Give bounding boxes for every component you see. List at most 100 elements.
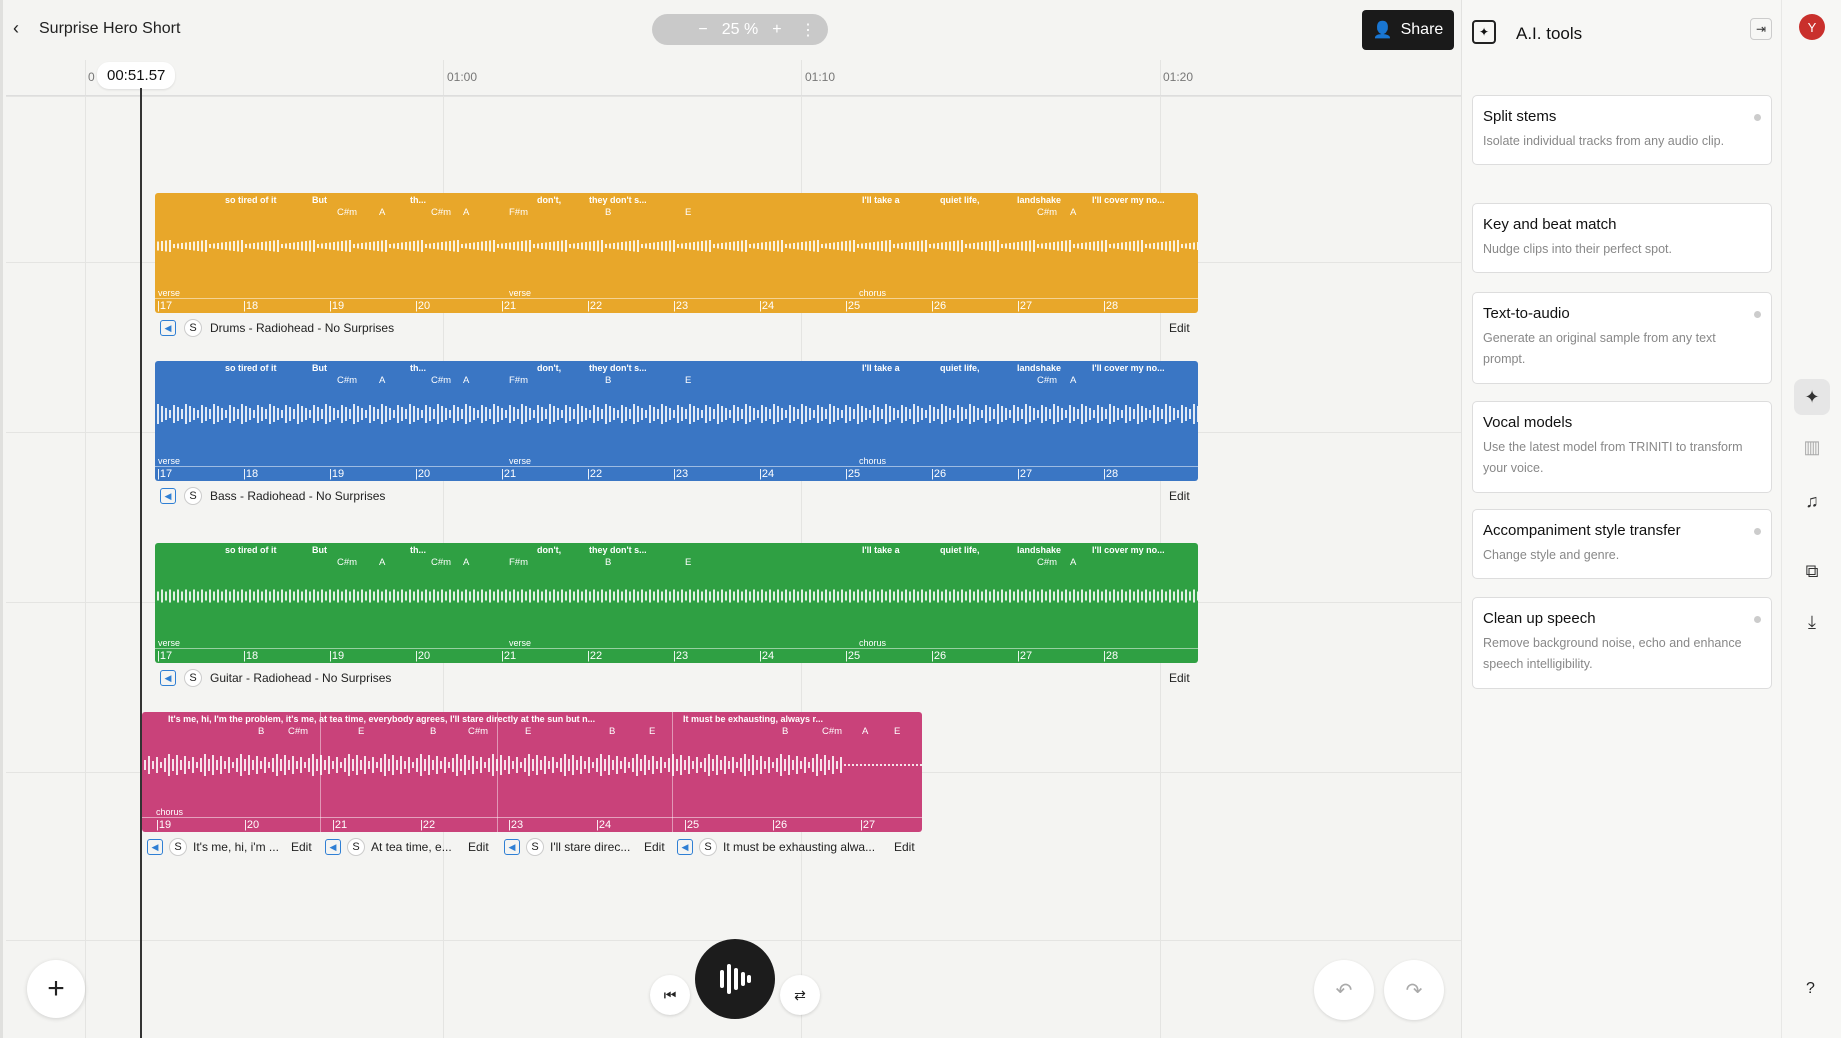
audio-clip[interactable]: so tired of it But th... don't, they don't s… xyxy=(155,543,1198,663)
tool-title: Split stems xyxy=(1483,108,1557,125)
edit-button[interactable]: Edit xyxy=(644,840,665,854)
library-icon[interactable]: ♫ xyxy=(1805,490,1819,511)
edit-button[interactable]: Edit xyxy=(468,840,489,854)
lyric-label: quiet life, xyxy=(940,363,980,373)
ai-sparkle-icon[interactable]: ✦ xyxy=(1794,379,1830,415)
chord-label: A xyxy=(1070,557,1077,568)
track-label: ◀ S Guitar - Radiohead - No Surprises xyxy=(160,669,391,687)
help-icon[interactable]: ? xyxy=(1806,980,1815,997)
bar-number: |20 xyxy=(415,300,431,312)
solo-button[interactable]: S xyxy=(699,838,717,856)
clip-divider xyxy=(320,712,321,832)
bar-number-value: 23 xyxy=(675,468,689,480)
solo-button[interactable]: S xyxy=(526,838,544,856)
chord-label: C#m xyxy=(337,557,358,568)
bar-number-value: 20 xyxy=(417,650,431,662)
tool-title: Vocal models xyxy=(1483,414,1573,431)
chord-label: A xyxy=(463,375,470,386)
tool-card[interactable]: Text-to-audio Generate an original sampl… xyxy=(1472,292,1772,384)
edit-button[interactable]: Edit xyxy=(1169,671,1190,685)
play-button[interactable] xyxy=(695,939,775,1019)
add-user-icon: 👤 xyxy=(1372,22,1393,39)
lyric-label: I'll cover my no... xyxy=(1092,363,1165,373)
edit-button[interactable]: Edit xyxy=(894,840,915,854)
zoom-in-button[interactable]: + xyxy=(772,20,782,38)
section-label: verse xyxy=(158,456,181,466)
current-time[interactable]: 00:51.57 xyxy=(97,62,176,89)
bar-number: |25 xyxy=(845,468,861,480)
time-ruler[interactable]: 0 01:00 01:10 01:20 xyxy=(6,60,1464,96)
track-label: ◀ S Drums - Radiohead - No Surprises xyxy=(160,319,394,337)
lyric-label: But xyxy=(312,363,327,373)
bar-number: |25 xyxy=(684,819,700,831)
avatar[interactable]: Y xyxy=(1799,14,1825,40)
tool-card[interactable]: Accompaniment style transfer Change styl… xyxy=(1472,509,1772,580)
bar-line xyxy=(155,298,1198,299)
edit-button[interactable]: Edit xyxy=(291,840,312,854)
bar-number-value: 22 xyxy=(589,300,603,312)
lyric-label: so tired of it xyxy=(225,363,277,373)
lyric-label: I'll take a xyxy=(862,545,900,555)
volume-icon[interactable]: ◀ xyxy=(325,839,341,855)
status-dot xyxy=(1754,311,1761,318)
tool-card[interactable]: Split stems Isolate individual tracks fr… xyxy=(1472,95,1772,166)
waveform xyxy=(144,754,922,776)
back-icon[interactable]: ‹ xyxy=(13,18,19,38)
tool-description: Use the latest model from TRINITI to tra… xyxy=(1483,440,1743,476)
section-label: verse xyxy=(158,638,181,648)
vocal-clip[interactable]: It's me, hi, I'm the problem, it's me, a… xyxy=(142,712,922,832)
solo-button[interactable]: S xyxy=(347,838,365,856)
share-button[interactable]: 👤 Share xyxy=(1362,10,1454,50)
bar-number-value: 20 xyxy=(417,468,431,480)
bar-number-value: 22 xyxy=(589,650,603,662)
video-add-icon[interactable]: ⧉ xyxy=(1805,560,1819,581)
undo-button[interactable]: ↶ xyxy=(1314,960,1374,1020)
chord-label: C#m xyxy=(1037,557,1058,568)
track-label: ◀ S Bass - Radiohead - No Surprises xyxy=(160,487,385,505)
tool-title: Accompaniment style transfer xyxy=(1483,522,1681,539)
download-icon[interactable]: ⤓ xyxy=(1808,611,1816,632)
tool-card[interactable]: Clean up speech Remove background noise,… xyxy=(1472,597,1772,689)
volume-icon[interactable]: ◀ xyxy=(160,320,176,336)
bar-number-value: 26 xyxy=(774,819,788,831)
bar-number: |28 xyxy=(1103,468,1119,480)
volume-icon[interactable]: ◀ xyxy=(160,488,176,504)
more-options-icon[interactable]: ⋮ xyxy=(800,22,816,39)
skip-back-button[interactable]: ⏮ xyxy=(650,975,690,1015)
volume-icon[interactable]: ◀ xyxy=(677,839,693,855)
chord-label: A xyxy=(463,557,470,568)
collapse-panel-icon[interactable]: ⇥ xyxy=(1750,18,1772,40)
bar-number-value: 24 xyxy=(761,650,775,662)
solo-button[interactable]: S xyxy=(184,487,202,505)
bar-number-value: 23 xyxy=(675,300,689,312)
solo-button[interactable]: S xyxy=(169,838,187,856)
tool-card[interactable]: Vocal models Use the latest model from T… xyxy=(1472,401,1772,493)
tool-card[interactable]: Key and beat match Nudge clips into thei… xyxy=(1472,203,1772,274)
audio-clip[interactable]: so tired of it But th... don't, they don't s… xyxy=(155,361,1198,481)
audio-waveform-icon[interactable]: ▥ xyxy=(1803,436,1821,457)
add-track-button[interactable]: + xyxy=(27,960,85,1018)
edit-button[interactable]: Edit xyxy=(1169,489,1190,503)
edit-button[interactable]: Edit xyxy=(1169,321,1190,335)
solo-button[interactable]: S xyxy=(184,669,202,687)
zoom-out-button[interactable]: − xyxy=(698,20,708,38)
lyric-label: quiet life, xyxy=(940,195,980,205)
redo-button[interactable]: ↷ xyxy=(1384,960,1444,1020)
volume-icon[interactable]: ◀ xyxy=(160,670,176,686)
chord-label: B xyxy=(605,375,612,386)
solo-button[interactable]: S xyxy=(184,319,202,337)
bar-number-value: 28 xyxy=(1105,468,1119,480)
lyric-label: landshake xyxy=(1017,545,1062,555)
playhead[interactable] xyxy=(140,88,142,1038)
bar-number-value: 22 xyxy=(422,819,436,831)
bar-number: |21 xyxy=(501,300,517,312)
volume-icon[interactable]: ◀ xyxy=(504,839,520,855)
audio-clip[interactable]: so tired of it But th... don't, they don't s… xyxy=(155,193,1198,313)
loop-button[interactable]: ⇄ xyxy=(780,975,820,1015)
bar-number: |24 xyxy=(759,650,775,662)
vocal-clip-label: ◀ S I'll stare direc... xyxy=(504,838,630,856)
section-label: chorus xyxy=(859,638,887,648)
chord-label: C#m xyxy=(468,726,489,737)
volume-icon[interactable]: ◀ xyxy=(147,839,163,855)
